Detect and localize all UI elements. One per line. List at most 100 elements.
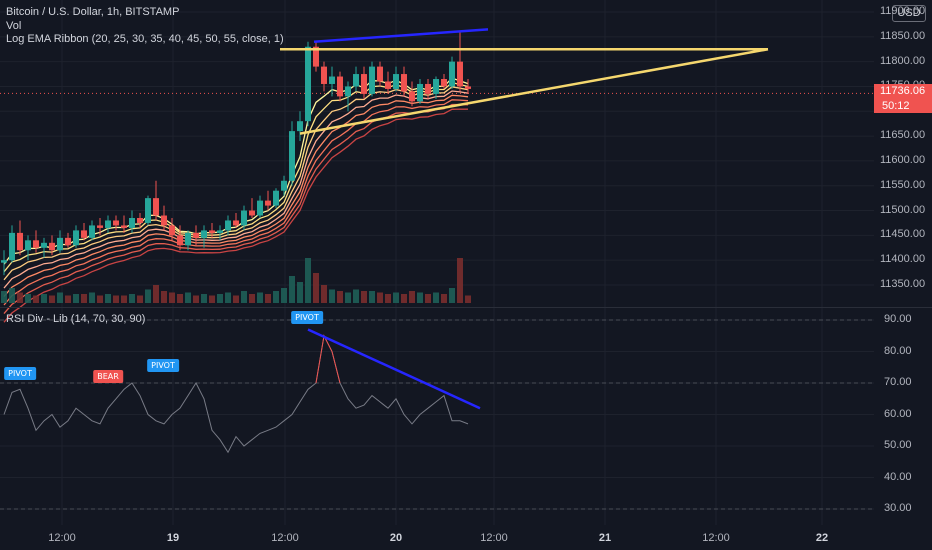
candle-body bbox=[393, 74, 399, 89]
candle-body bbox=[305, 46, 311, 122]
rsi-legend[interactable]: RSI Div - Lib (14, 70, 30, 90) bbox=[6, 313, 146, 325]
volume-bar bbox=[385, 294, 391, 303]
price-axis-label: 11650.00 bbox=[880, 129, 926, 142]
volume-bar bbox=[113, 295, 119, 303]
ema-ribbon-line-35 bbox=[3, 90, 469, 289]
volume-bar bbox=[209, 295, 215, 303]
price-axis-label: 11600.00 bbox=[880, 153, 926, 166]
candle-body bbox=[401, 74, 407, 92]
volume-bar bbox=[457, 258, 463, 303]
volume-bars bbox=[1, 258, 471, 303]
price-axis-label: 11850.00 bbox=[880, 29, 926, 42]
candle-body bbox=[1, 260, 7, 263]
candle-body bbox=[409, 91, 415, 102]
candle-body bbox=[17, 232, 23, 251]
candle-body bbox=[81, 230, 87, 238]
volume-bar bbox=[105, 294, 111, 303]
candle-body bbox=[249, 210, 255, 216]
rsi-axis-label: 90.00 bbox=[884, 313, 912, 325]
candle-body bbox=[57, 237, 63, 251]
price-axis-label: 11350.00 bbox=[880, 278, 926, 290]
candle-body bbox=[385, 81, 391, 89]
volume-bar bbox=[297, 282, 303, 303]
volume-bar bbox=[369, 291, 375, 303]
candle-body bbox=[25, 240, 31, 251]
triangle-lower-line bbox=[299, 47, 769, 135]
candle-body bbox=[337, 76, 343, 97]
candle-body bbox=[41, 242, 47, 248]
volume-bar bbox=[257, 292, 263, 303]
volume-bar bbox=[241, 291, 247, 303]
volume-bar bbox=[17, 292, 23, 303]
candle-body bbox=[441, 79, 447, 87]
currency-button[interactable]: USD bbox=[892, 5, 926, 22]
rsi-pane bbox=[3, 328, 481, 454]
candle-body bbox=[113, 220, 119, 226]
volume-bar bbox=[401, 294, 407, 303]
volume-bar bbox=[153, 285, 159, 303]
volume-bar bbox=[329, 289, 335, 303]
candle-body bbox=[321, 66, 327, 84]
rsi-axis-label: 40.00 bbox=[884, 470, 912, 483]
volume-bar bbox=[425, 294, 431, 303]
ribbon-legend[interactable]: Log EMA Ribbon (20, 25, 30, 35, 40, 45, … bbox=[6, 33, 284, 45]
volume-bar bbox=[137, 295, 143, 303]
volume-bar bbox=[409, 291, 415, 303]
candle-body bbox=[169, 225, 175, 236]
candle-body bbox=[9, 232, 15, 261]
volume-bar bbox=[377, 292, 383, 303]
ema-ribbon-line-45 bbox=[3, 99, 469, 306]
candle-body bbox=[65, 237, 71, 246]
volume-bar bbox=[233, 295, 239, 303]
rsi-divergence-line bbox=[307, 328, 481, 410]
price-axis-label: 11450.00 bbox=[880, 228, 926, 241]
candle-body bbox=[33, 240, 39, 248]
volume-bar bbox=[81, 294, 87, 303]
candlesticks bbox=[1, 31, 471, 276]
symbol-legend[interactable]: Bitcoin / U.S. Dollar, 1h, BITSTAMP bbox=[6, 6, 180, 18]
candle-body bbox=[289, 131, 295, 181]
candle-body bbox=[105, 220, 111, 228]
candle-body bbox=[353, 74, 359, 87]
volume-bar bbox=[337, 291, 343, 303]
pane-divider[interactable] bbox=[0, 307, 932, 308]
time-axis-label: 20 bbox=[389, 532, 403, 544]
rsi-line bbox=[3, 334, 469, 454]
volume-bar bbox=[273, 291, 279, 303]
volume-legend[interactable]: Vol bbox=[6, 20, 22, 32]
volume-bar bbox=[433, 292, 439, 303]
candle-body bbox=[425, 83, 431, 94]
candle-body bbox=[153, 198, 159, 216]
candle-body bbox=[201, 230, 207, 238]
pivot-badge: PIVOT bbox=[147, 359, 179, 372]
candle-body bbox=[329, 76, 335, 84]
time-axis-label: 19 bbox=[166, 532, 180, 544]
volume-bar bbox=[289, 276, 295, 303]
volume-bar bbox=[177, 294, 183, 303]
volume-bar bbox=[33, 295, 39, 303]
ema-ribbon-line-40 bbox=[3, 94, 469, 297]
price-axis-label: 11900.00 bbox=[880, 5, 926, 17]
time-axis-label: 12:00 bbox=[48, 532, 76, 544]
rsi-axis-label: 80.00 bbox=[884, 344, 912, 357]
candle-body bbox=[265, 200, 271, 206]
volume-bar bbox=[417, 292, 423, 303]
blue-trendline bbox=[313, 28, 489, 44]
candle-body bbox=[417, 83, 423, 102]
price-axis-label: 11500.00 bbox=[880, 203, 926, 216]
volume-bar bbox=[225, 292, 231, 303]
candle-body bbox=[97, 225, 103, 228]
candle-body bbox=[89, 225, 95, 238]
candle-body bbox=[145, 198, 151, 223]
time-axis-label: 12:00 bbox=[702, 532, 730, 544]
volume-bar bbox=[313, 273, 319, 303]
volume-bar bbox=[249, 294, 255, 303]
rsi-axis-label: 50.00 bbox=[884, 439, 912, 451]
candle-body bbox=[137, 217, 143, 223]
candle-body bbox=[257, 200, 263, 216]
volume-bar bbox=[345, 292, 351, 303]
candle-body bbox=[369, 66, 375, 94]
time-axis-label: 21 bbox=[598, 532, 612, 544]
volume-bar bbox=[265, 294, 271, 303]
